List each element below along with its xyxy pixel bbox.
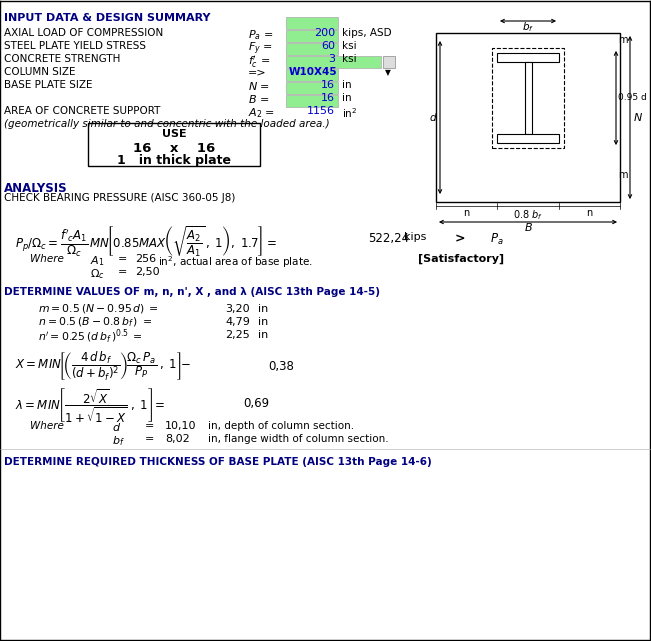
Text: INPUT DATA & DESIGN SUMMARY: INPUT DATA & DESIGN SUMMARY	[4, 13, 210, 23]
Text: 1   in thick plate: 1 in thick plate	[117, 154, 231, 167]
Text: $f_c'$ =: $f_c'$ =	[248, 54, 270, 70]
Text: in, depth of column section.: in, depth of column section.	[208, 421, 354, 431]
Text: $A_2$ =: $A_2$ =	[248, 106, 275, 120]
Text: (geometrically similar to and concentric with the loaded area.): (geometrically similar to and concentric…	[4, 119, 329, 129]
Bar	[286, 30, 338, 42]
Text: $F_y$ =: $F_y$ =	[248, 41, 273, 58]
Text: 2,25: 2,25	[225, 330, 250, 340]
Text: 2,50: 2,50	[135, 267, 159, 277]
Text: Where: Where	[30, 254, 64, 264]
Text: STEEL PLATE YIELD STRESS: STEEL PLATE YIELD STRESS	[4, 41, 146, 51]
Text: AREA OF CONCRETE SUPPORT: AREA OF CONCRETE SUPPORT	[4, 106, 160, 116]
Text: =: =	[145, 421, 154, 431]
Bar	[383, 56, 395, 68]
Text: 16: 16	[321, 80, 335, 90]
Bar	[497, 53, 559, 62]
Text: 8,02: 8,02	[165, 434, 189, 444]
Text: $P_a$ =: $P_a$ =	[248, 28, 273, 42]
Text: in: in	[258, 330, 268, 340]
Text: $m = 0.5\,(N - 0.95\,d)\;=$: $m = 0.5\,(N - 0.95\,d)\;=$	[38, 302, 159, 315]
Text: CHECK BEARING PRESSURE (AISC 360-05 J8): CHECK BEARING PRESSURE (AISC 360-05 J8)	[4, 193, 236, 203]
Text: $n = 0.5\,(B - 0.8\,b_f\,)\;=$: $n = 0.5\,(B - 0.8\,b_f\,)\;=$	[38, 315, 152, 329]
Text: 0,38: 0,38	[268, 360, 294, 373]
Text: $N$ =: $N$ =	[248, 80, 270, 92]
Text: 200: 200	[314, 28, 335, 38]
Text: DETERMINE VALUES OF m, n, n', X , and λ (AISC 13th Page 14-5): DETERMINE VALUES OF m, n, n', X , and λ …	[4, 287, 380, 297]
Text: ANALYSIS: ANALYSIS	[4, 182, 68, 195]
Bar	[492, 48, 564, 148]
Text: ▼: ▼	[385, 68, 391, 77]
Text: Where: Where	[30, 421, 64, 431]
Text: kips, ASD: kips, ASD	[342, 28, 392, 38]
Text: AXIAL LOAD OF COMPRESSION: AXIAL LOAD OF COMPRESSION	[4, 28, 163, 38]
Text: =: =	[145, 434, 154, 444]
Text: =: =	[118, 254, 128, 264]
Text: $\lambda = MIN\!\left[\dfrac{2\sqrt{X}}{1+\sqrt{1-X}}\;,\;1\right]\! =$: $\lambda = MIN\!\left[\dfrac{2\sqrt{X}}{…	[15, 387, 165, 425]
Text: $\Omega_c$: $\Omega_c$	[90, 267, 105, 281]
Text: $b_f$: $b_f$	[112, 434, 125, 448]
Text: $N$: $N$	[633, 111, 643, 123]
Text: $b_f$: $b_f$	[522, 20, 534, 34]
Text: 16: 16	[321, 93, 335, 103]
Bar	[286, 82, 338, 94]
Bar	[286, 95, 338, 107]
Text: $d$: $d$	[112, 421, 121, 433]
Text: n: n	[463, 208, 469, 218]
Text: in$^2$: in$^2$	[342, 106, 357, 120]
Text: 0.95 d: 0.95 d	[618, 94, 646, 103]
Text: in: in	[342, 80, 352, 90]
Bar	[286, 69, 338, 81]
Bar	[436, 33, 620, 202]
Text: >: >	[455, 232, 465, 245]
Text: [Satisfactory]: [Satisfactory]	[418, 254, 504, 264]
Text: USE: USE	[161, 129, 186, 139]
Text: in: in	[258, 317, 268, 327]
Text: =: =	[118, 267, 128, 277]
Text: $n' = 0.25\,(d\,b_f\,)^{0.5}\;=$: $n' = 0.25\,(d\,b_f\,)^{0.5}\;=$	[38, 328, 143, 346]
Text: in$^2$, actual area of base plate.: in$^2$, actual area of base plate.	[158, 254, 313, 270]
Text: CONCRETE STRENGTH: CONCRETE STRENGTH	[4, 54, 120, 64]
Text: 60: 60	[321, 41, 335, 51]
Text: BASE PLATE SIZE: BASE PLATE SIZE	[4, 80, 92, 90]
Text: $B$: $B$	[523, 221, 533, 233]
Text: ksi: ksi	[342, 54, 357, 64]
Text: DETERMINE REQUIRED THICKNESS OF BASE PLATE (AISC 13th Page 14-6): DETERMINE REQUIRED THICKNESS OF BASE PLA…	[4, 457, 432, 467]
Text: 0,69: 0,69	[243, 397, 269, 410]
Text: COLUMN SIZE: COLUMN SIZE	[4, 67, 76, 77]
Bar	[525, 62, 532, 134]
Text: $P_a$: $P_a$	[490, 232, 504, 247]
Bar	[286, 43, 338, 55]
Text: kips: kips	[404, 232, 426, 242]
Bar	[497, 134, 559, 143]
Text: 3,20: 3,20	[225, 304, 249, 314]
Bar	[286, 17, 338, 29]
Text: n: n	[586, 208, 592, 218]
Text: ksi: ksi	[342, 41, 357, 51]
Text: 10,10: 10,10	[165, 421, 197, 431]
Bar	[286, 56, 381, 68]
Text: 0.8 $b_f$: 0.8 $b_f$	[513, 208, 543, 222]
Text: m: m	[618, 35, 628, 45]
Text: $d$: $d$	[430, 111, 438, 123]
Text: 522,24: 522,24	[368, 232, 409, 245]
Text: W10X45: W10X45	[289, 67, 338, 77]
Text: $X = MIN\!\left[\!\left(\dfrac{4\,d\,b_f}{(d+b_f)^2}\right)\!\dfrac{\Omega_c\,P_: $X = MIN\!\left[\!\left(\dfrac{4\,d\,b_f…	[15, 350, 191, 383]
Bar	[88, 123, 260, 166]
Text: in: in	[342, 93, 352, 103]
Text: 3: 3	[328, 54, 335, 64]
Text: m: m	[618, 170, 628, 180]
Text: 1156: 1156	[307, 106, 335, 116]
Text: $A_1$: $A_1$	[90, 254, 104, 268]
Text: in, flange width of column section.: in, flange width of column section.	[208, 434, 389, 444]
Text: 4,79: 4,79	[225, 317, 250, 327]
Text: in: in	[258, 304, 268, 314]
Text: 256: 256	[135, 254, 156, 264]
Text: 16    x    16: 16 x 16	[133, 142, 215, 155]
Text: =>: =>	[248, 67, 267, 77]
Text: $P_p/\Omega_c = \dfrac{f'_c A_1}{\Omega_c}\,MN\!\left[0.85MAX\!\left(\sqrt{\dfra: $P_p/\Omega_c = \dfrac{f'_c A_1}{\Omega_…	[15, 224, 277, 259]
Text: $B$ =: $B$ =	[248, 93, 270, 105]
